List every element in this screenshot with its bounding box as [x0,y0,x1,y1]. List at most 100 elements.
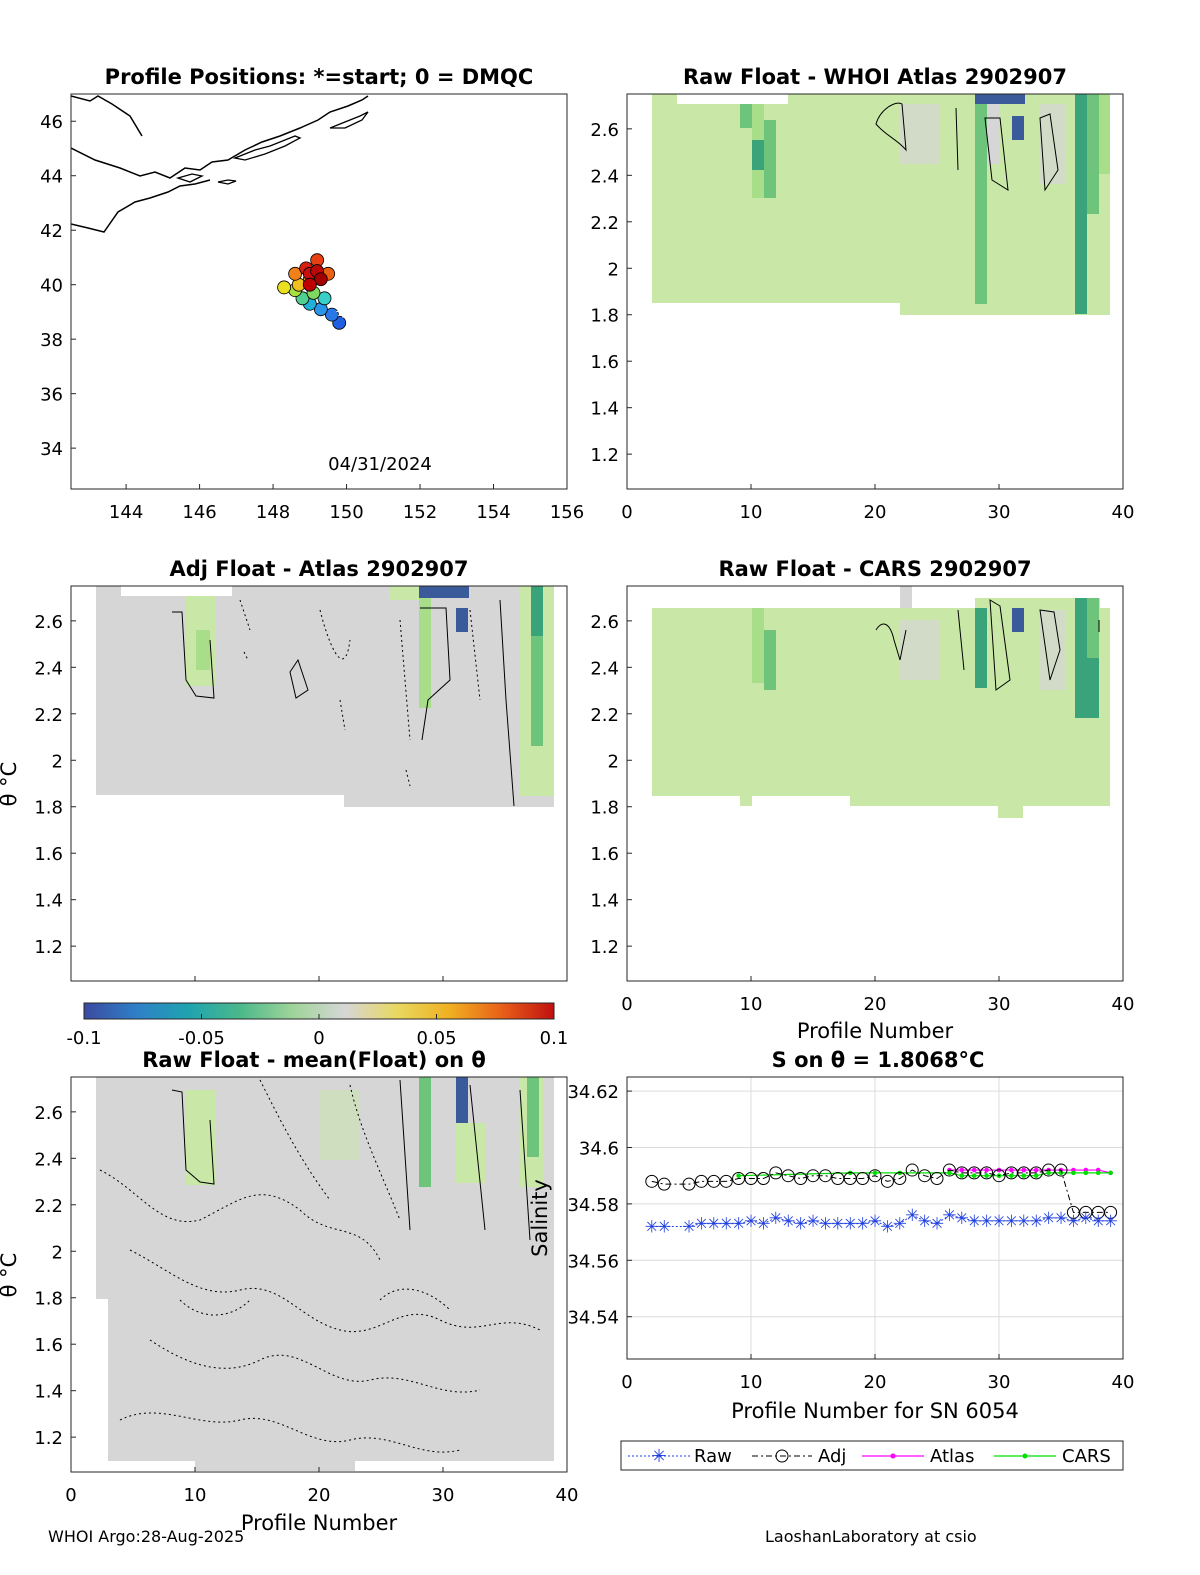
adj-point [1029,1166,1043,1180]
profile-positions: ✳ [277,253,350,330]
raw-cars-ytick-label: 1.6 [590,844,619,865]
raw-point: ✳ [744,1212,758,1232]
raw-atlas-ytick-label: 2.4 [590,166,619,187]
raw-point: ✳ [756,1215,770,1235]
legend-adj-label: Adj [818,1446,846,1467]
heat-cell-blue [419,586,469,598]
cars-point [959,1173,965,1178]
raw-point: ✳ [1041,1209,1055,1229]
adj-point [1104,1205,1118,1219]
map-title: Profile Positions: *=start; 0 = DMQC [105,65,534,89]
salinity-ytick-label: 34.58 [567,1195,619,1216]
raw-cars-xtick-label: 20 [864,994,887,1015]
legend-atlas-label: Atlas [930,1446,974,1467]
legend-cars-marker [1022,1453,1028,1459]
heat-cell [975,104,987,304]
contour [499,599,515,807]
heat-cell [1087,598,1099,658]
raw-cars-ytick-label: 1.4 [590,891,619,912]
raw-cars-heatmap [652,586,1110,818]
raw-point: ✳ [707,1215,721,1235]
map-ytick-label: 34 [40,439,63,460]
raw-mean-ytick-label: 1.6 [34,1335,63,1356]
adj-point [682,1177,696,1191]
raw-atlas-ytick-label: 2.2 [590,213,619,234]
heat-gap [121,586,232,596]
profile-position-marker [313,272,328,287]
contour-dotted [239,599,481,741]
map-xtick-label: 154 [476,502,510,523]
legend: ✳ Raw Adj Atlas CARS [620,1440,1124,1471]
raw-atlas-ytick-label: 2.6 [590,120,619,141]
raw-cars-panel: Raw Float - CARS 2902907 0 10 20 30 40 1.2 1.4… [590,557,1134,1043]
salinity-xtick-label: 40 [1112,1372,1135,1393]
raw-point: ✳ [731,1215,745,1235]
raw-cars-title: Raw Float - CARS 2902907 [718,557,1031,581]
salinity-title: S on θ = 1.8068°C [772,1048,985,1072]
atlas-point [1009,1167,1014,1173]
raw-cars-ytick-label: 1.8 [590,798,619,819]
map-xtick-label: 148 [256,502,290,523]
cars-point [1009,1173,1014,1178]
adj-atlas-ytick-label: 2.2 [34,705,63,726]
heat-cell [1099,94,1110,174]
adj-point [831,1172,845,1186]
heat-cell [975,598,1100,608]
salinity-series: ✳✳ ✳✳✳✳✳✳✳✳✳✳✳✳✳✳✳✳✳✳✳✳✳✳✳✳✳✳✳✳✳✳✳✳✳✳✳ [645,1163,1118,1237]
cars-point [984,1173,989,1178]
raw-point: ✳ [930,1215,944,1235]
coastline [71,95,369,233]
adj-point [769,1166,783,1180]
raw-point: ✳ [917,1212,931,1232]
heat-cell [390,586,419,600]
coastline-mainland [71,95,369,179]
adj-atlas-ytick-label: 1.8 [34,798,63,819]
profile-position-marker [277,280,291,295]
raw-mean-heatmap [96,1077,554,1471]
raw-mean-ytick-label: 2.4 [34,1149,63,1170]
raw-point: ✳ [781,1212,795,1232]
raw-mean-xtick-label: 10 [184,1485,207,1506]
heat-cell [531,586,543,636]
map-ytick-label: 46 [40,112,63,133]
legend-adj-marker [775,1449,789,1463]
raw-cars-xlabel: Profile Number [797,1019,954,1043]
heat-cell-blue [975,94,1025,104]
map-ytick-label: 38 [40,330,63,351]
raw-mean-ytick-label: 1.4 [34,1382,63,1403]
footer-left: WHOI Argo:28-Aug-2025 [48,1527,244,1546]
adj-point [781,1169,795,1183]
adj-atlas-heatmap [96,586,554,807]
colorbar-tick-label: -0.1 [66,1028,101,1049]
raw-atlas-xtick-label: 20 [864,502,887,523]
adj-point [719,1174,733,1188]
salinity-xtick-label: 20 [864,1372,887,1393]
raw-point: ✳ [719,1215,733,1235]
raw-atlas-ytick-label: 1.6 [590,352,619,373]
map-xtick-label: 146 [182,502,216,523]
atlas-point [984,1167,989,1173]
heat-cell [196,630,210,670]
adj-atlas-ytick-label: 2.6 [34,612,63,633]
raw-mean-title: Raw Float - mean(Float) on θ [142,1048,486,1072]
island-1 [232,135,302,161]
raw-point: ✳ [1091,1212,1105,1232]
contour [289,658,309,699]
raw-point: ✳ [694,1215,708,1235]
adj-point [657,1177,671,1191]
adj-atlas-ylabel: θ °C [0,762,21,807]
raw-point: ✳ [955,1209,969,1229]
raw-atlas-ytick-label: 2 [608,259,619,280]
adj-atlas-ytick-label: 2.4 [34,658,63,679]
profile-position-marker [317,291,332,306]
raw-point: ✳ [1017,1212,1031,1232]
map-xtick-label: 144 [109,502,143,523]
raw-cars-ytick-label: 2.4 [590,658,619,679]
colorbar-tick-label: 0.1 [540,1028,569,1049]
raw-mean-ytick-label: 1.8 [34,1289,63,1310]
adj-point [1054,1163,1068,1177]
map-date-annotation: 04/31/2024 [328,454,432,475]
heat-cell [752,608,764,683]
adj-atlas-ytick-label: 1.6 [34,844,63,865]
raw-mean-panel: Raw Float - mean(Float) on θ 0 10 20 30 40 1.… [0,1048,578,1535]
